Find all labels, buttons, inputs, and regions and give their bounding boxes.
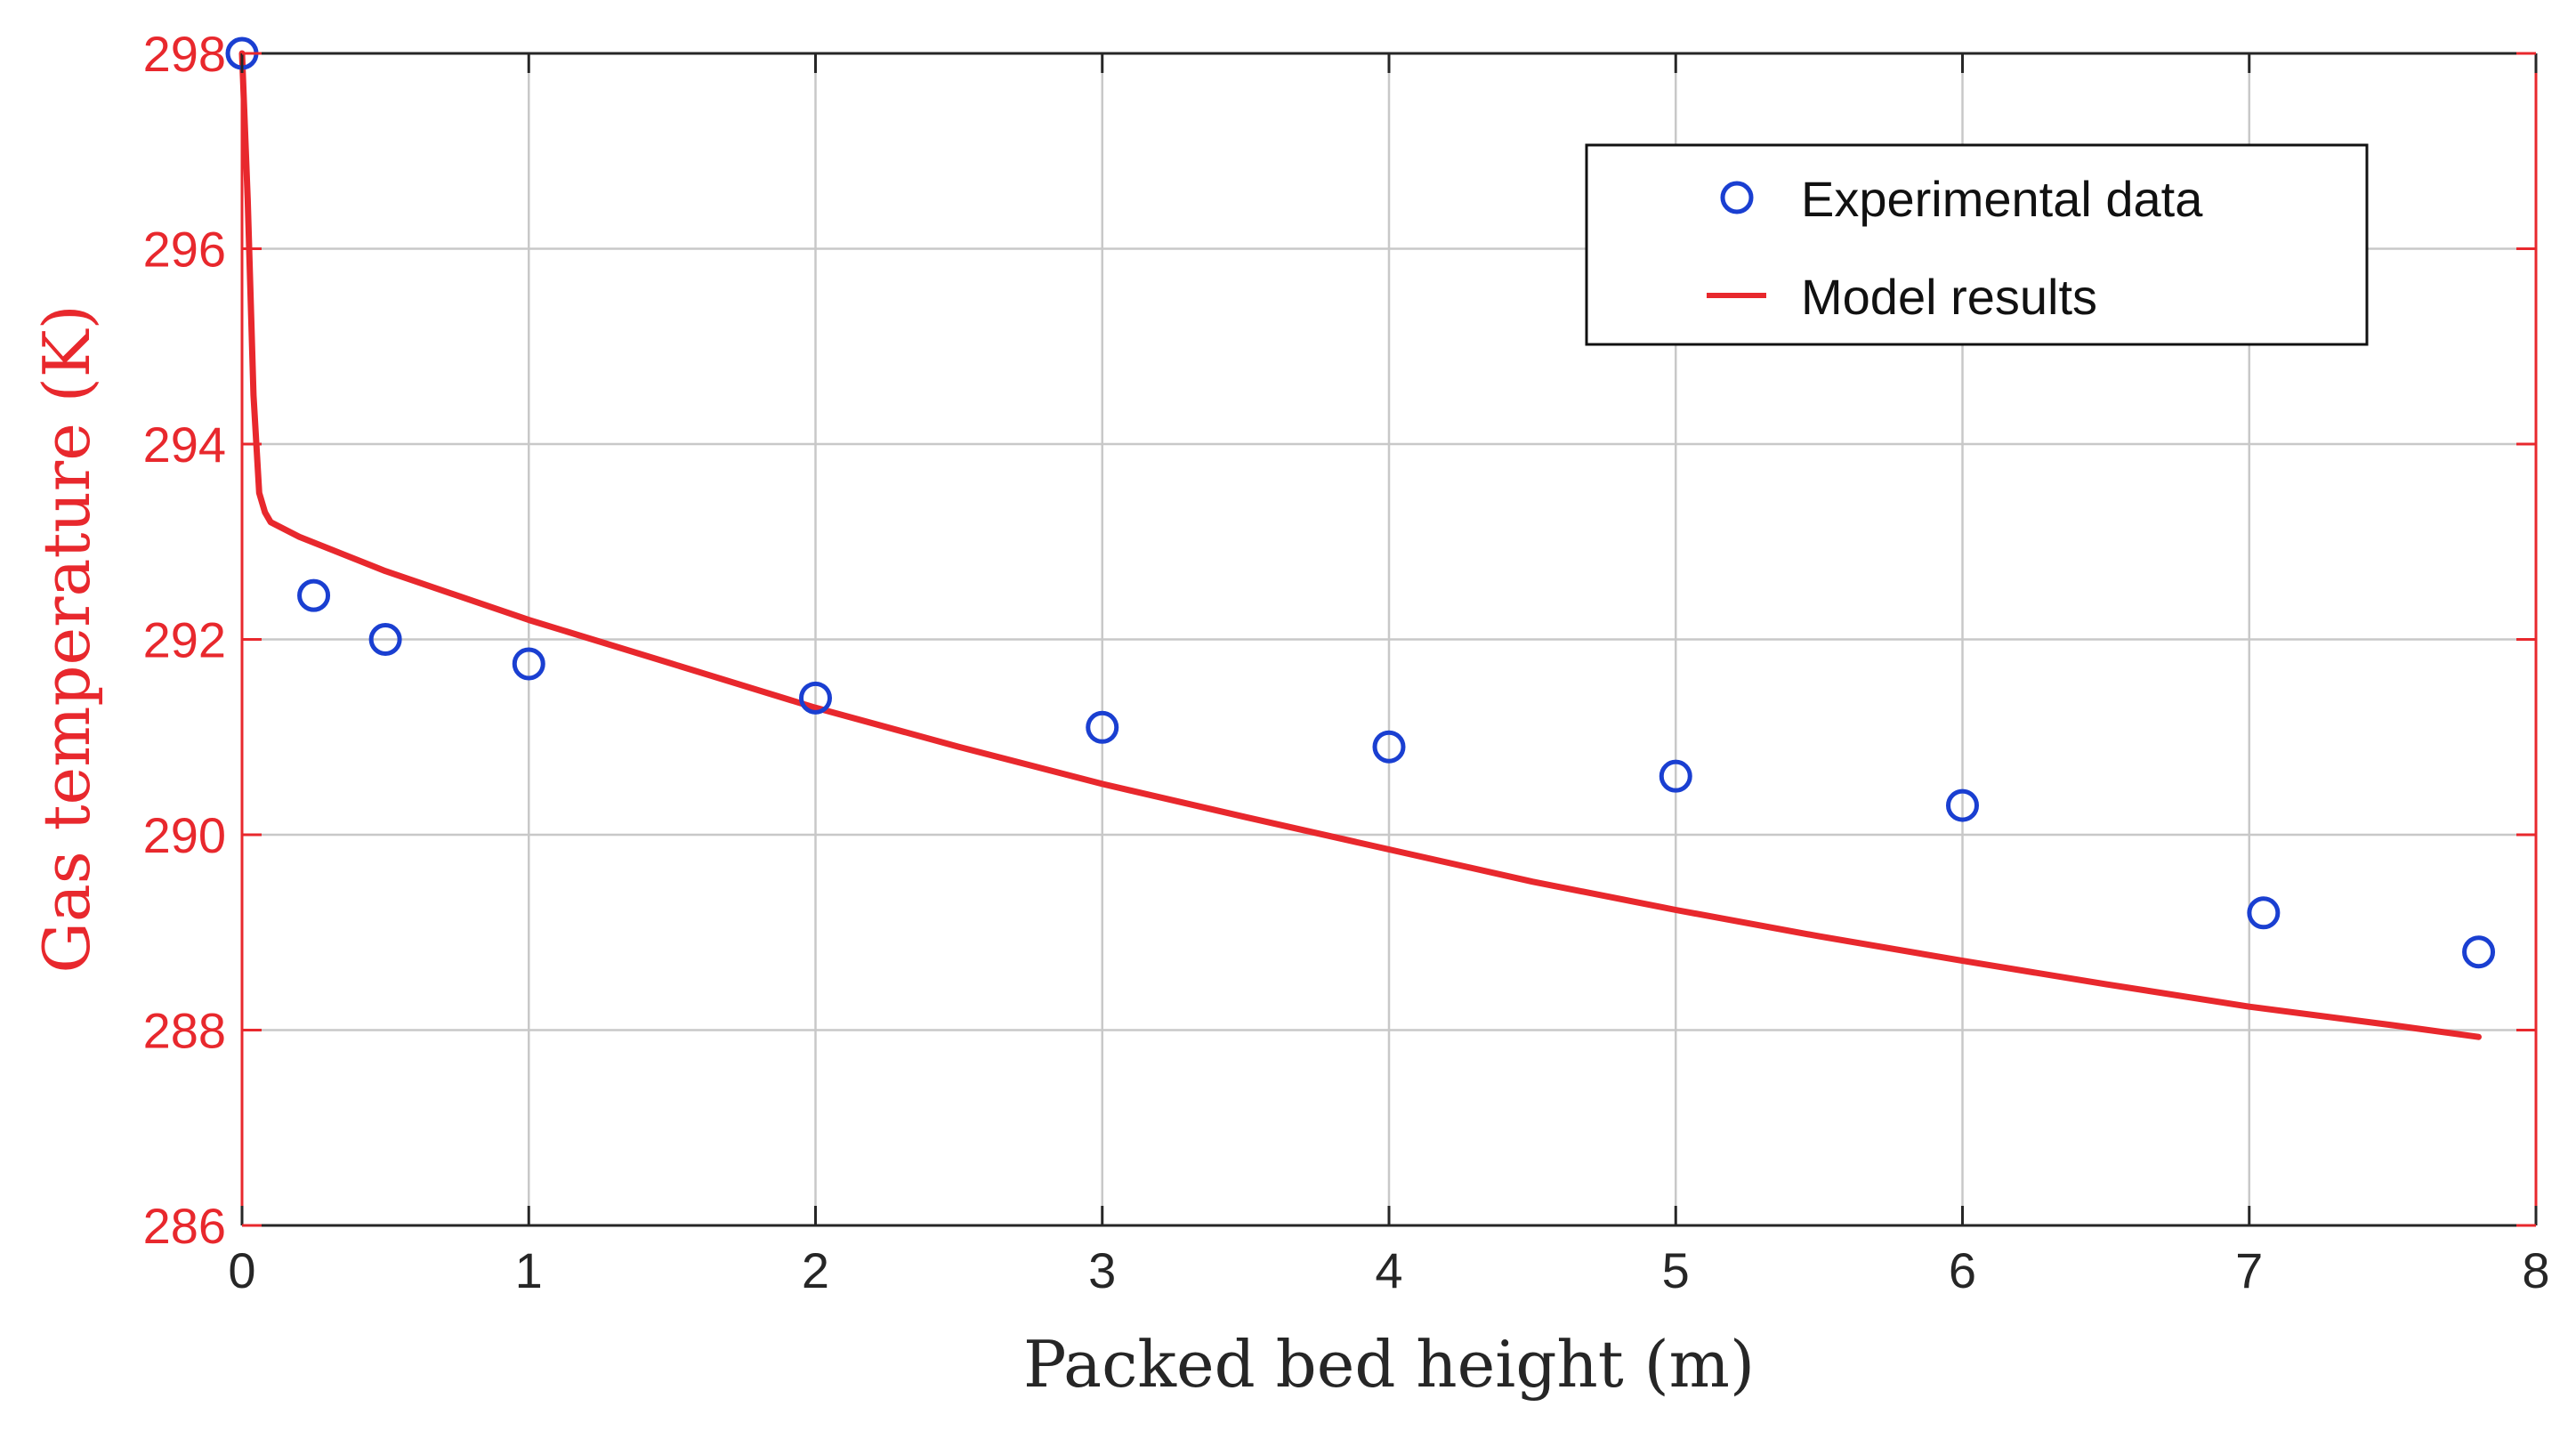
x-tick-label: 0 xyxy=(228,1242,255,1298)
tick-labels: 0 1 2 3 4 5 6 7 8 286 288 290 292 294 296 298 xyxy=(143,26,2550,1298)
y-tick-label: 292 xyxy=(143,612,226,668)
x-tick-label: 3 xyxy=(1088,1242,1116,1298)
experimental-data-point xyxy=(2462,935,2496,969)
y-axis-title: Gas temperature (K) xyxy=(29,304,104,973)
y-tick-label: 290 xyxy=(143,807,226,863)
legend-label-experimental: Experimental data xyxy=(1801,171,2203,227)
experimental-data-point xyxy=(1086,710,1119,744)
experimental-data-point xyxy=(1372,730,1406,764)
legend-marker-experimental xyxy=(1720,181,1754,214)
model-results-series xyxy=(238,50,2482,1040)
experimental-data-point xyxy=(297,578,331,612)
x-axis-title: Packed bed height (m) xyxy=(1023,1327,1755,1402)
experimental-data-point xyxy=(1946,788,1979,822)
x-tick-label: 5 xyxy=(1662,1242,1690,1298)
grid xyxy=(242,53,2536,1225)
model-results-line xyxy=(238,50,2482,1040)
experimental-data-point xyxy=(799,681,832,715)
legend: Experimental data Model results xyxy=(1585,143,2369,346)
experimental-data-point xyxy=(2247,896,2281,930)
y-tick-label: 288 xyxy=(143,1003,226,1059)
experimental-data-point xyxy=(512,647,545,681)
experimental-data-point xyxy=(1659,759,1692,793)
experimental-data-point xyxy=(368,623,402,656)
x-tick-label: 7 xyxy=(2235,1242,2263,1298)
x-tick-label: 1 xyxy=(515,1242,543,1298)
y-tick-label: 294 xyxy=(143,416,226,473)
x-tick-label: 2 xyxy=(802,1242,829,1298)
legend-label-model: Model results xyxy=(1801,269,2097,325)
x-tick-label: 6 xyxy=(1949,1242,1976,1298)
y-tick-label: 296 xyxy=(143,222,226,278)
y-tick-label: 298 xyxy=(143,26,226,82)
y-tick-label: 286 xyxy=(143,1198,226,1254)
legend-box xyxy=(1585,143,2369,346)
x-tick-label: 8 xyxy=(2522,1242,2549,1298)
x-tick-label: 4 xyxy=(1375,1242,1402,1298)
axis-ticks xyxy=(240,52,2538,1227)
